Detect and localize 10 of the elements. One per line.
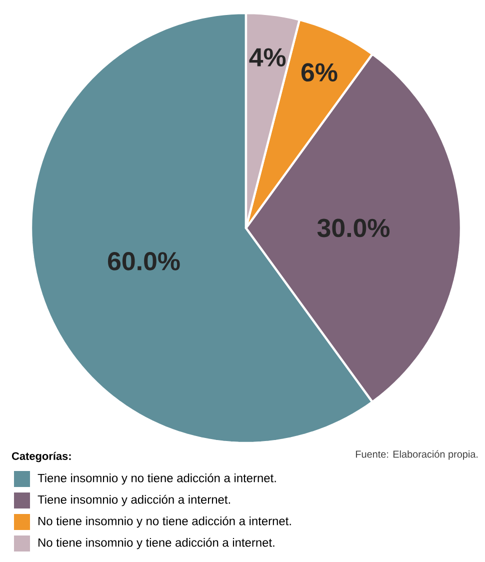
legend-label: Tiene insomnio y adicción a internet. xyxy=(38,494,230,506)
data-label: 30.0% xyxy=(317,218,390,238)
legend-label: No tiene insomnio y tiene adicción a internet. xyxy=(38,538,274,550)
legend-title: Categorías: xyxy=(12,452,71,462)
legend-label: No tiene insomnio y no tiene adicción a internet. xyxy=(38,516,291,528)
data-label: 4% xyxy=(249,48,286,66)
legend-label: Tiene insomnio y no tiene adicción a internet. xyxy=(38,473,276,485)
data-label: 6% xyxy=(301,63,338,82)
data-label: 60.0% xyxy=(108,252,180,270)
source-note: Fuente: Elaboración propia. xyxy=(356,450,478,460)
